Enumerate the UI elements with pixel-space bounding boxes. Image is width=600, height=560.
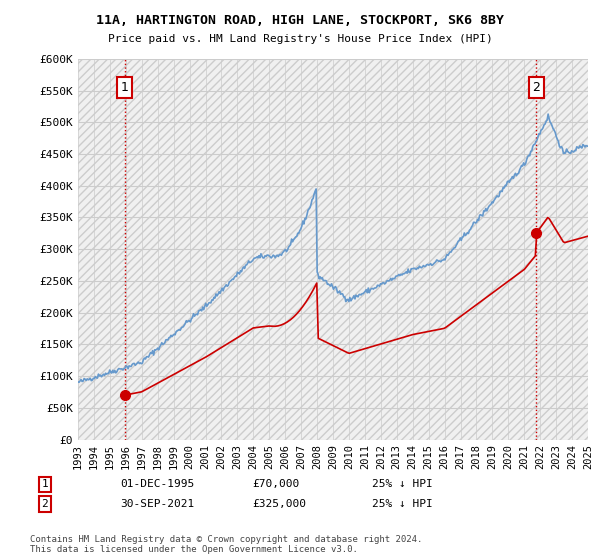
Text: 01-DEC-1995: 01-DEC-1995 — [120, 479, 194, 489]
Text: Contains HM Land Registry data © Crown copyright and database right 2024.
This d: Contains HM Land Registry data © Crown c… — [30, 535, 422, 554]
Text: 2: 2 — [41, 499, 49, 509]
Text: 1: 1 — [41, 479, 49, 489]
Text: 25% ↓ HPI: 25% ↓ HPI — [372, 479, 433, 489]
Text: £70,000: £70,000 — [252, 479, 299, 489]
Text: 11A, HARTINGTON ROAD, HIGH LANE, STOCKPORT, SK6 8BY: 11A, HARTINGTON ROAD, HIGH LANE, STOCKPO… — [96, 14, 504, 27]
Text: Price paid vs. HM Land Registry's House Price Index (HPI): Price paid vs. HM Land Registry's House … — [107, 34, 493, 44]
Text: 2: 2 — [532, 81, 540, 94]
Text: 1: 1 — [121, 81, 128, 94]
Text: £325,000: £325,000 — [252, 499, 306, 509]
Text: 25% ↓ HPI: 25% ↓ HPI — [372, 499, 433, 509]
Text: 30-SEP-2021: 30-SEP-2021 — [120, 499, 194, 509]
